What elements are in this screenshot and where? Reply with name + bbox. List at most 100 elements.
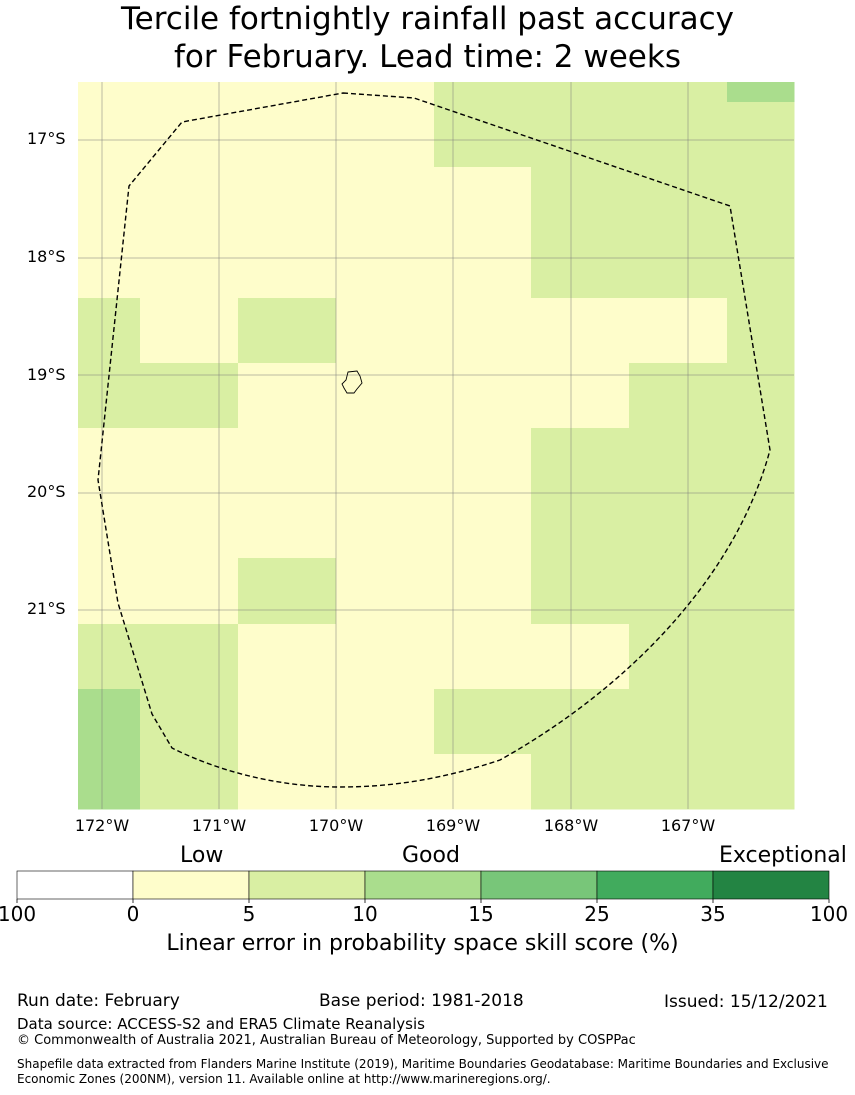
skill-cell xyxy=(434,493,532,559)
skill-cell xyxy=(434,232,532,299)
skill-cell xyxy=(629,298,728,364)
skill-cell xyxy=(238,298,337,364)
run-date: Run date: February xyxy=(17,991,180,1011)
shapefile-credit-line-1: Shapefile data extracted from Flanders M… xyxy=(17,1057,829,1071)
skill-cell xyxy=(140,232,239,299)
skill-cell xyxy=(434,428,532,494)
skill-cell xyxy=(629,689,728,755)
skill-cell xyxy=(238,232,337,299)
skill-cell xyxy=(78,558,141,625)
copyright-notice: © Commonwealth of Australia 2021, Austra… xyxy=(17,1033,636,1048)
skill-cell xyxy=(727,102,795,168)
skill-cell xyxy=(434,167,532,233)
data-source: Data source: ACCESS-S2 and ERA5 Climate … xyxy=(17,1015,425,1033)
skill-cell xyxy=(434,624,532,690)
skill-cell xyxy=(140,298,239,364)
skill-cell xyxy=(434,689,532,755)
skill-cell xyxy=(140,689,239,755)
skill-cell xyxy=(238,689,337,755)
colorbar-segment xyxy=(16,870,134,900)
skill-cell xyxy=(238,624,337,690)
skill-cell xyxy=(140,167,239,233)
skill-cell xyxy=(629,428,728,494)
title-line-2: for February. Lead time: 2 weeks xyxy=(174,39,681,75)
skill-cell xyxy=(727,167,795,233)
colorbar-tick: 15 xyxy=(468,902,494,926)
skill-cell xyxy=(336,363,435,429)
skill-cell xyxy=(727,493,795,559)
skill-cell xyxy=(629,232,728,299)
skill-cell xyxy=(336,493,435,559)
skill-cell xyxy=(78,493,141,559)
eez-boundary-line xyxy=(97,92,771,788)
skill-cell xyxy=(336,82,435,103)
skill-grid-cells xyxy=(78,82,795,810)
skill-cell xyxy=(531,298,630,364)
skill-cell xyxy=(238,558,337,625)
skill-cell xyxy=(238,363,337,429)
lon-label-172w: 172°W xyxy=(74,816,130,835)
skill-cell xyxy=(140,624,239,690)
lon-label-171w: 171°W xyxy=(191,816,247,835)
skill-cell xyxy=(531,493,630,559)
skill-cell xyxy=(238,754,337,810)
skill-cell xyxy=(629,82,728,103)
skill-cell xyxy=(78,754,141,810)
skill-cell xyxy=(140,428,239,494)
colorbar-tick: 5 xyxy=(242,902,256,926)
colorbar-label: Linear error in probability space skill … xyxy=(166,931,679,956)
skill-cell xyxy=(140,558,239,625)
lon-label-170w: 170°W xyxy=(308,816,364,835)
skill-cell xyxy=(336,167,435,233)
skill-cell xyxy=(434,754,532,810)
skill-cell xyxy=(78,102,141,168)
colorbar-segment xyxy=(596,870,714,900)
skill-cell xyxy=(78,689,141,755)
lat-label-18s: 18°S xyxy=(27,247,66,266)
map-title: Tercile fortnightly rainfall past accura… xyxy=(0,0,855,76)
colorbar-tick: 100 xyxy=(0,902,37,926)
skill-cell xyxy=(531,689,630,755)
lat-label-21s: 21°S xyxy=(27,599,66,618)
skill-cell xyxy=(140,82,239,103)
skill-cell xyxy=(531,428,630,494)
colorbar-tick: 100 xyxy=(809,902,849,926)
skill-cell xyxy=(531,232,630,299)
category-low: Low xyxy=(180,843,224,868)
skill-cell xyxy=(531,754,630,810)
skill-cell xyxy=(78,232,141,299)
lon-label-169w: 169°W xyxy=(425,816,481,835)
skill-cell xyxy=(238,102,337,168)
lat-label-20s: 20°S xyxy=(27,482,66,501)
skill-cell xyxy=(531,624,630,690)
skill-cell xyxy=(629,363,728,429)
skill-cell xyxy=(727,428,795,494)
skill-cell xyxy=(140,493,239,559)
skill-cell xyxy=(238,493,337,559)
category-exceptional: Exceptional xyxy=(719,843,847,868)
skill-cell xyxy=(336,232,435,299)
skill-cell xyxy=(727,82,795,103)
skill-cell xyxy=(531,102,630,168)
skill-cell xyxy=(336,624,435,690)
issued-date: Issued: 15/12/2021 xyxy=(664,992,828,1012)
skill-cell xyxy=(629,624,728,690)
lon-label-168w: 168°W xyxy=(543,816,599,835)
colorbar-segment xyxy=(712,870,830,900)
skill-cell xyxy=(434,363,532,429)
skill-cell xyxy=(336,754,435,810)
skill-cell xyxy=(78,363,141,429)
title-line-1: Tercile fortnightly rainfall past accura… xyxy=(120,1,735,37)
skill-cell xyxy=(336,298,435,364)
skill-cell xyxy=(727,232,795,299)
skill-cell xyxy=(434,558,532,625)
skill-cell xyxy=(140,102,239,168)
skill-cell xyxy=(336,102,435,168)
skill-cell xyxy=(727,624,795,690)
skill-cell xyxy=(336,558,435,625)
lat-label-19s: 19°S xyxy=(27,365,66,384)
skill-cell xyxy=(727,754,795,810)
skill-cell xyxy=(434,82,532,103)
skill-cell xyxy=(78,624,141,690)
